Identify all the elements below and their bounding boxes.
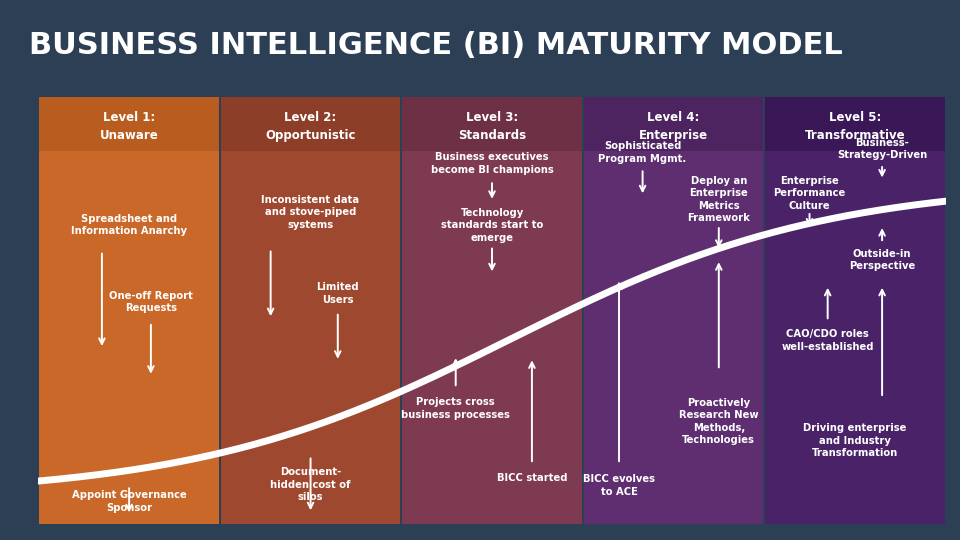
Text: Driving enterprise
and Industry
Transformation: Driving enterprise and Industry Transfor… <box>804 423 906 458</box>
Text: Spreadsheet and
Information Anarchy: Spreadsheet and Information Anarchy <box>71 214 187 237</box>
Text: Technology
standards start to
emerge: Technology standards start to emerge <box>441 208 543 242</box>
Text: Projects cross
business processes: Projects cross business processes <box>401 397 510 420</box>
Bar <box>221 151 400 524</box>
Text: Standards: Standards <box>458 129 526 142</box>
Text: Outside-in
Perspective: Outside-in Perspective <box>849 249 915 272</box>
Text: Sophisticated
Program Mgmt.: Sophisticated Program Mgmt. <box>598 141 686 164</box>
Bar <box>39 151 219 524</box>
Text: BUSINESS INTELLIGENCE (BI) MATURITY MODEL: BUSINESS INTELLIGENCE (BI) MATURITY MODE… <box>29 31 843 60</box>
Text: Business-
Strategy-Driven: Business- Strategy-Driven <box>837 138 927 160</box>
Text: Limited
Users: Limited Users <box>317 282 359 305</box>
Text: CAO/CDO roles
well-established: CAO/CDO roles well-established <box>781 329 874 352</box>
Text: Inconsistent data
and stove-piped
systems: Inconsistent data and stove-piped system… <box>261 195 360 230</box>
Bar <box>402 151 582 524</box>
Bar <box>765 151 945 524</box>
Text: Enterprise
Performance
Culture: Enterprise Performance Culture <box>774 176 846 211</box>
Bar <box>221 97 400 151</box>
Text: Transformative: Transformative <box>804 129 905 142</box>
Bar <box>765 97 945 151</box>
Text: Level 4:: Level 4: <box>647 111 700 124</box>
Text: Business executives
become BI champions: Business executives become BI champions <box>431 152 553 174</box>
Text: Proactively
Research New
Methods,
Technologies: Proactively Research New Methods, Techno… <box>679 398 758 445</box>
Text: Deploy an
Enterprise
Metrics
Framework: Deploy an Enterprise Metrics Framework <box>687 176 750 223</box>
Text: Level 1:: Level 1: <box>103 111 156 124</box>
Text: Opportunistic: Opportunistic <box>265 129 356 142</box>
Text: Level 3:: Level 3: <box>466 111 518 124</box>
Text: BICC evolves
to ACE: BICC evolves to ACE <box>583 474 655 497</box>
Text: One-off Report
Requests: One-off Report Requests <box>108 291 193 313</box>
Bar <box>402 97 582 151</box>
Text: Level 2:: Level 2: <box>284 111 337 124</box>
Text: Enterprise: Enterprise <box>638 129 708 142</box>
Text: Document-
hidden cost of
silos: Document- hidden cost of silos <box>271 467 350 502</box>
Bar <box>39 97 219 151</box>
Text: BICC started: BICC started <box>496 472 567 483</box>
Text: Appoint Governance
Sponsor: Appoint Governance Sponsor <box>72 490 186 513</box>
Text: Level 5:: Level 5: <box>828 111 881 124</box>
Bar <box>584 97 763 151</box>
Bar <box>584 151 763 524</box>
Text: Unaware: Unaware <box>100 129 158 142</box>
